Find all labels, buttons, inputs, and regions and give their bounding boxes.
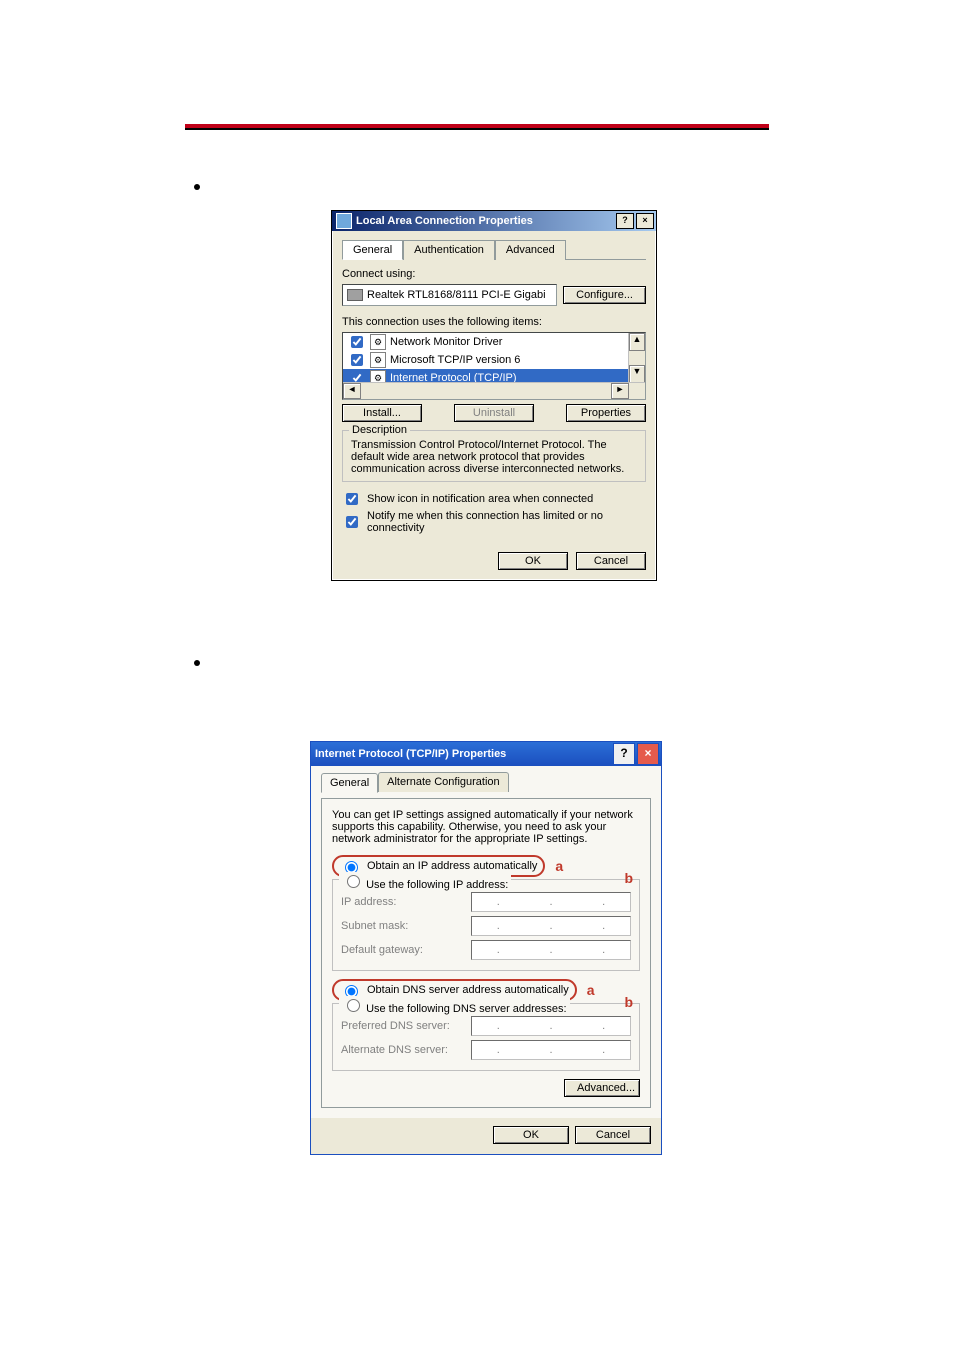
help-button[interactable]: ? <box>616 213 634 229</box>
tab-authentication[interactable]: Authentication <box>403 240 495 260</box>
tab-advanced[interactable]: Advanced <box>495 240 566 260</box>
tab-alternate-configuration[interactable]: Alternate Configuration <box>378 772 509 792</box>
install-button[interactable]: Install... <box>342 404 422 422</box>
description-groupbox: Description Transmission Control Protoco… <box>342 430 646 482</box>
item-checkbox[interactable] <box>351 336 363 348</box>
use-following-dns-radio[interactable] <box>347 999 360 1012</box>
connect-using-label: Connect using: <box>342 268 646 280</box>
vertical-scrollbar[interactable]: ▲ ▼ <box>628 333 645 383</box>
obtain-ip-auto-label: Obtain an IP address automatically <box>367 860 537 872</box>
ok-button[interactable]: OK <box>493 1126 569 1144</box>
use-following-ip-fieldset: Use the following IP address: b IP addre… <box>332 879 640 971</box>
bullet-2 <box>194 660 200 666</box>
ok-button[interactable]: OK <box>498 552 568 570</box>
dialog1-title: Local Area Connection Properties <box>356 215 533 227</box>
adapter-field[interactable]: Realtek RTL8168/8111 PCI-E Gigabi <box>342 284 557 306</box>
description-text: Transmission Control Protocol/Internet P… <box>351 439 637 475</box>
default-gateway-input[interactable]: ... <box>471 940 631 960</box>
cancel-button[interactable]: Cancel <box>576 552 646 570</box>
use-following-ip-label: Use the following IP address: <box>366 879 508 891</box>
subnet-mask-label: Subnet mask: <box>341 920 471 932</box>
scroll-up-icon[interactable]: ▲ <box>629 333 645 351</box>
tcpip-properties-dialog: Internet Protocol (TCP/IP) Properties ? … <box>310 741 662 1155</box>
use-following-dns-fieldset: Use the following DNS server addresses: … <box>332 1003 640 1071</box>
description-legend: Description <box>349 424 410 436</box>
ip-address-input[interactable]: ... <box>471 892 631 912</box>
horizontal-scrollbar[interactable]: ◄ ► <box>343 382 645 399</box>
dialog2-title: Internet Protocol (TCP/IP) Properties <box>315 748 506 760</box>
cancel-button[interactable]: Cancel <box>575 1126 651 1144</box>
configure-button[interactable]: Configure... <box>563 286 646 304</box>
properties-button[interactable]: Properties <box>566 404 646 422</box>
scroll-down-icon[interactable]: ▼ <box>629 365 645 383</box>
close-button[interactable]: × <box>637 743 659 765</box>
item-label: Network Monitor Driver <box>390 336 502 348</box>
uninstall-button[interactable]: Uninstall <box>454 404 534 422</box>
adapter-text: Realtek RTL8168/8111 PCI-E Gigabi <box>367 289 546 301</box>
preferred-dns-label: Preferred DNS server: <box>341 1020 471 1032</box>
callout-letter-a: a <box>555 858 563 874</box>
close-button[interactable]: × <box>636 213 654 229</box>
local-area-connection-properties-dialog: Local Area Connection Properties ? × Gen… <box>331 210 657 581</box>
list-item[interactable]: ⚙ Network Monitor Driver <box>343 333 629 351</box>
show-icon-checkbox[interactable] <box>346 493 358 505</box>
tab-general[interactable]: General <box>321 773 378 793</box>
adapter-icon <box>347 289 363 301</box>
use-following-dns-label: Use the following DNS server addresses: <box>366 1003 567 1015</box>
header-black-bar <box>185 128 769 130</box>
subnet-mask-input[interactable]: ... <box>471 916 631 936</box>
notify-label: Notify me when this connection has limit… <box>367 510 646 534</box>
notify-checkbox[interactable] <box>346 516 358 528</box>
callout-letter-b: b <box>624 870 633 886</box>
scroll-right-icon[interactable]: ► <box>611 383 629 399</box>
connection-items-list[interactable]: ⚙ Network Monitor Driver ⚙ Microsoft TCP… <box>342 332 646 400</box>
item-label: Microsoft TCP/IP version 6 <box>390 354 520 366</box>
dialog1-tabs: General Authentication Advanced <box>342 239 646 260</box>
callout-letter-b: b <box>624 994 633 1010</box>
network-icon <box>336 213 352 229</box>
dialog2-titlebar[interactable]: Internet Protocol (TCP/IP) Properties ? … <box>311 742 661 766</box>
uses-label: This connection uses the following items… <box>342 316 646 328</box>
item-checkbox[interactable] <box>351 354 363 366</box>
bullet-1 <box>194 184 200 190</box>
protocol-icon: ⚙ <box>370 334 386 350</box>
scroll-left-icon[interactable]: ◄ <box>343 383 361 399</box>
use-following-ip-radio[interactable] <box>347 875 360 888</box>
show-icon-label: Show icon in notification area when conn… <box>367 493 593 505</box>
preferred-dns-input[interactable]: ... <box>471 1016 631 1036</box>
default-gateway-label: Default gateway: <box>341 944 471 956</box>
list-item[interactable]: ⚙ Microsoft TCP/IP version 6 <box>343 351 629 369</box>
callout-letter-a: a <box>587 982 595 998</box>
tab-general[interactable]: General <box>342 240 403 260</box>
dialog2-description: You can get IP settings assigned automat… <box>332 809 640 845</box>
list-item-selected[interactable]: ⚙ Internet Protocol (TCP/IP) <box>343 369 629 383</box>
alternate-dns-input[interactable]: ... <box>471 1040 631 1060</box>
dialog1-titlebar[interactable]: Local Area Connection Properties ? × <box>332 211 656 231</box>
advanced-button[interactable]: Advanced... <box>564 1079 640 1097</box>
alternate-dns-label: Alternate DNS server: <box>341 1044 471 1056</box>
ip-address-label: IP address: <box>341 896 471 908</box>
help-button[interactable]: ? <box>613 743 635 765</box>
dialog2-tabs: General Alternate Configuration <box>321 772 651 792</box>
obtain-dns-auto-label: Obtain DNS server address automatically <box>367 984 569 996</box>
protocol-icon: ⚙ <box>370 352 386 368</box>
